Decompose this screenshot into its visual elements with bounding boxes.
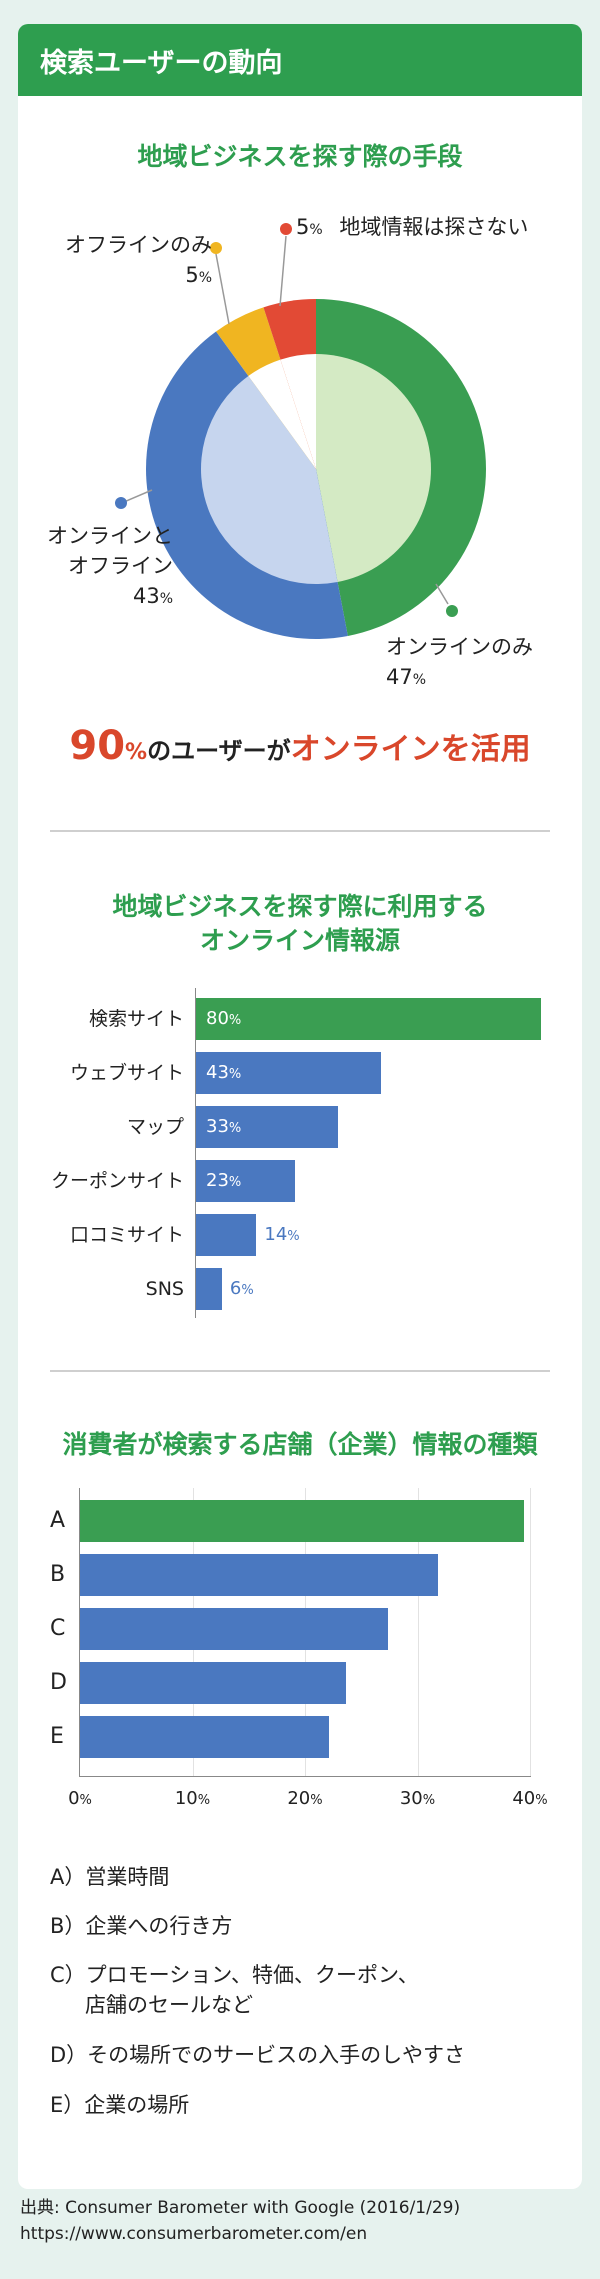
infographic-card: 検索ユーザーの動向 地域ビジネスを探す際の手段 5% 地域情報は探さない オフラ…	[18, 24, 582, 2189]
chart2-label: ウェブサイト	[69, 1062, 184, 1084]
chart3-tick: 40%	[512, 1788, 548, 1809]
chart2-bar	[196, 998, 541, 1040]
highlight-mid: のユーザーが	[147, 737, 291, 765]
pie-inner-online-and-offline	[201, 375, 338, 584]
online-sources-chart: 検索サイト 80% ウェブサイト 43% マップ 33% クーポンサイト 23% 口コミサイト 1…	[18, 24, 582, 1344]
chart2-bar	[196, 1052, 382, 1094]
chart2-bar	[196, 1268, 222, 1310]
pie-label-both-pct: 43	[132, 584, 160, 608]
legend-d: D）その場所でのサービスの入手のしやすさ	[50, 2043, 465, 2067]
chart3-y-axis	[79, 1488, 80, 1776]
legend-b: B）企業への行き方	[50, 1914, 233, 1938]
leader-dot-online	[446, 605, 458, 617]
chart3-bar	[80, 1716, 329, 1758]
footer-url: https://www.consumerbarometer.com/en	[20, 2224, 368, 2244]
chart2-value: 33%	[206, 1116, 242, 1137]
leader-line-not-search	[279, 235, 287, 307]
highlight-num: 90	[69, 723, 126, 769]
section2-title1: 地域ビジネスを探す際に利用する	[112, 892, 488, 921]
pie-chart	[115, 223, 487, 639]
section1-title: 地域ビジネスを探す際の手段	[137, 142, 463, 171]
header-title: 検索ユーザーの動向	[40, 47, 283, 79]
chart3-gridline	[530, 1488, 531, 1776]
section3-title: 消費者が検索する店舗（企業）情報の種類	[62, 1430, 538, 1459]
legend-c: C）プロモーション、特価、クーポン、	[50, 1963, 419, 1987]
pie-label-not-search-pct: 5	[296, 215, 310, 239]
chart2-value: 80%	[206, 1008, 242, 1029]
pie-label-both-unit: %	[159, 591, 173, 607]
pie-label-offline-pct: 5	[185, 263, 199, 287]
chart2-label: クーポンサイト	[50, 1170, 184, 1192]
chart2-bar	[196, 1214, 257, 1256]
chart2-label: マップ	[126, 1116, 184, 1138]
chart3-label: B	[50, 1562, 66, 1587]
pie-label-both: オンラインと オフライン 43%	[28, 521, 173, 614]
leader-line-both	[123, 489, 153, 503]
pie-label-online: オンラインのみ 47%	[386, 632, 533, 695]
chart2-label: 検索サイト	[88, 1008, 184, 1030]
leader-line-offline	[215, 253, 230, 325]
chart3-gridline	[417, 1488, 419, 1776]
chart3-bar	[80, 1608, 389, 1650]
chart2-value: 23%	[206, 1170, 242, 1191]
chart3-tick: 0%	[68, 1788, 92, 1809]
pie-label-online-unit: %	[412, 672, 427, 688]
chart2-axis	[195, 988, 196, 1318]
legend-a: A）営業時間	[50, 1865, 170, 1889]
chart3-tick: 20%	[287, 1788, 323, 1809]
chart3-label: D	[50, 1670, 67, 1695]
highlight-unit: %	[125, 740, 148, 765]
leader-dot-offline	[210, 242, 222, 254]
legend-c-cont: 店舗のセールなど	[85, 1993, 253, 2017]
chart2-bar	[196, 1106, 339, 1148]
highlight-text: 90%のユーザーがオンラインを活用	[18, 724, 582, 775]
section2-title2: オンライン情報源	[199, 926, 400, 955]
divider-1	[50, 830, 550, 832]
legend-e: E）企業の場所	[50, 2093, 190, 2117]
chart3-label: C	[50, 1616, 66, 1641]
chart3-bar	[80, 1500, 525, 1542]
chart3-bar	[80, 1662, 346, 1704]
leader-dot-both	[115, 497, 127, 509]
chart3-tick: 30%	[399, 1788, 436, 1809]
chart3-label: A	[50, 1508, 66, 1533]
leader-dot-not-search	[280, 223, 292, 235]
divider-2	[50, 1370, 550, 1372]
chart3-label: E	[50, 1724, 64, 1749]
pie-label-both-text1: オンラインと	[47, 524, 173, 548]
chart3-x-axis	[79, 1776, 531, 1777]
pie-label-not-search: 5% 地域情報は探さない	[296, 212, 528, 245]
pie-label-online-pct: 47	[386, 665, 413, 689]
chart2-bar	[196, 1160, 296, 1202]
chart2-label: 口コミサイト	[69, 1224, 184, 1246]
pie-label-online-text: オンラインのみ	[386, 635, 533, 659]
chart3-tick: 10%	[174, 1788, 211, 1809]
header-bar: 検索ユーザーの動向	[18, 24, 582, 96]
pie-label-both-text2: オフライン	[68, 554, 173, 578]
leader-line-online	[435, 583, 449, 605]
pie-inner-not-search	[280, 354, 316, 469]
chart2-label: SNS	[145, 1278, 184, 1300]
highlight-red: オンラインを活用	[290, 732, 531, 767]
pie-label-offline-unit: %	[198, 270, 212, 286]
pie-label-not-search-text: 地域情報は探さない	[339, 215, 529, 239]
chart2-value: 14%	[264, 1224, 300, 1245]
pie-inner-offline-only	[248, 359, 316, 469]
pie-label-offline-text: オフラインのみ	[65, 233, 212, 257]
footer-source: 出典: Consumer Barometer with Google (2016…	[20, 2198, 461, 2218]
info-types-chart: 0% 10% 20% 30% 40% A B C D E	[18, 24, 582, 1844]
chart2-value: 43%	[206, 1062, 242, 1083]
chart2-value: 6%	[229, 1278, 254, 1299]
pie-label-offline: オフラインのみ 5%	[40, 230, 212, 293]
pie-inner-online-only	[316, 354, 431, 582]
pie-label-not-search-unit: %	[309, 222, 323, 238]
chart3-bar	[80, 1554, 438, 1596]
